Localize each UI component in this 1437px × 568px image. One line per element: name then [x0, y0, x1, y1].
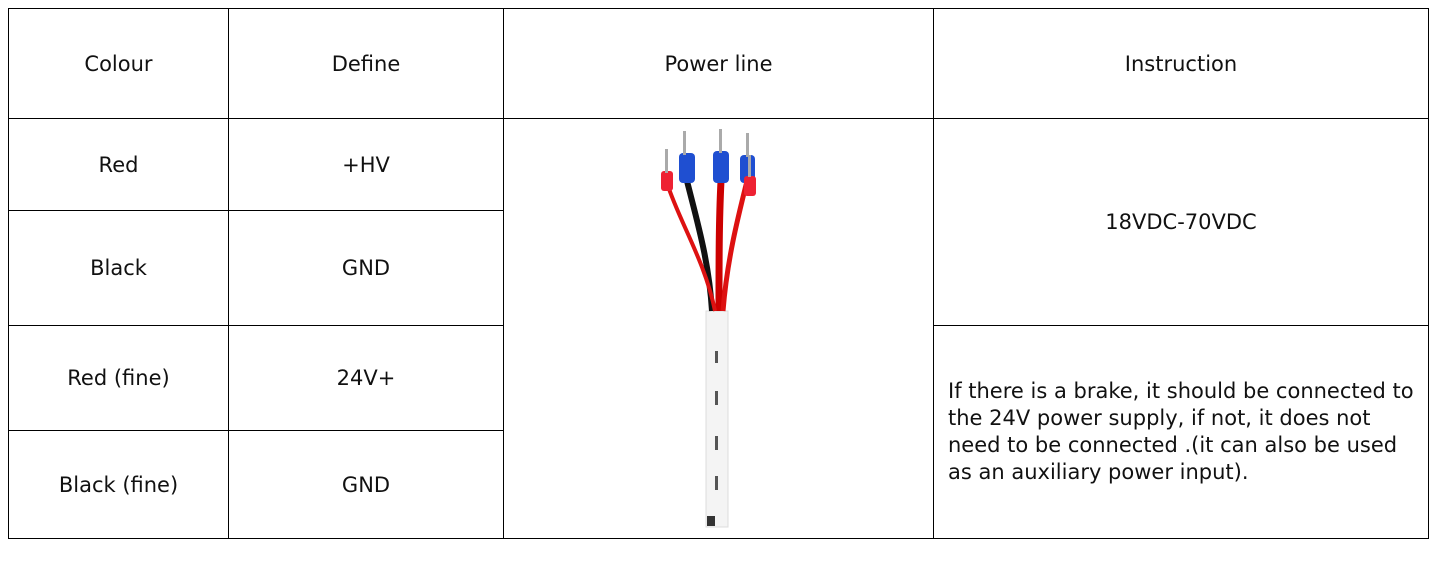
image-cell: [503, 118, 934, 539]
cable-image: [660, 129, 756, 528]
cell: Black (fine): [8, 430, 229, 539]
header-cell: Power line: [503, 8, 934, 119]
row: Black (fine) GND: [8, 430, 1429, 539]
header-cell: Define: [228, 8, 504, 119]
header-cell: Instruction: [933, 8, 1429, 119]
cell: GND: [228, 210, 504, 326]
wire-red-fine: [664, 182, 717, 312]
header-row: Colour Define Power line Instruction: [8, 8, 1429, 119]
instruction-cell: If there is a brake, it should be connec…: [933, 325, 1429, 539]
row: Black GND: [8, 210, 1429, 326]
wiring-table: Colour Define Power line Instruction Red…: [8, 8, 1429, 539]
cell: +HV: [228, 118, 504, 211]
cell: GND: [228, 430, 504, 539]
cell: Black: [8, 210, 229, 326]
row: Red (fine) 24V+ If there is a brake, it …: [8, 325, 1429, 539]
ferrules: [660, 129, 756, 196]
row: Red +HV: [8, 118, 1429, 539]
cell: Red: [8, 118, 229, 211]
header-cell: Colour: [8, 8, 229, 119]
instruction-cell: 18VDC-70VDC: [933, 118, 1429, 326]
cable-print: [714, 351, 718, 490]
cell: Red (fine): [8, 325, 229, 431]
cable-sheath: [705, 310, 728, 528]
wire-red: [715, 180, 724, 312]
cell: 24V+: [228, 325, 504, 431]
wire-red-fine: [720, 180, 749, 312]
